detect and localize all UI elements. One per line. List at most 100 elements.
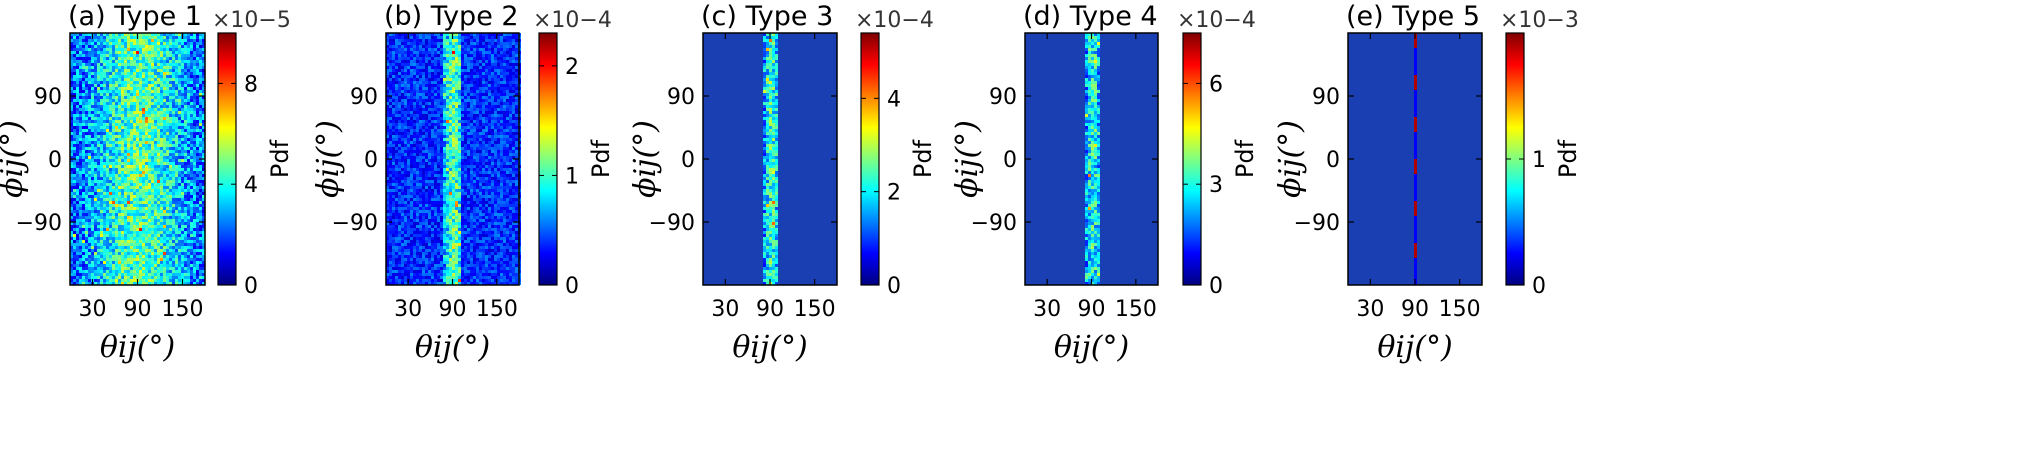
- heatmap-cell: [443, 51, 446, 54]
- heatmap-cell: [515, 33, 518, 36]
- heatmap-cell: [187, 78, 190, 81]
- heatmap-cell: [103, 51, 106, 54]
- heatmap-cell: [127, 270, 130, 273]
- heatmap-cell: [398, 99, 401, 102]
- heatmap-cell: [476, 90, 479, 93]
- heatmap-cell: [148, 201, 151, 204]
- heatmap-cell: [440, 45, 443, 48]
- heatmap-cell: [488, 75, 491, 78]
- heatmap-cell: [91, 126, 94, 129]
- heatmap-cell: [148, 246, 151, 249]
- heatmap-cell: [202, 39, 205, 42]
- heatmap-cell: [440, 42, 443, 45]
- heatmap-cell: [193, 204, 196, 207]
- heatmap-cell: [160, 258, 163, 261]
- heatmap-cell: [458, 90, 461, 93]
- heatmap-cell: [410, 48, 413, 51]
- heatmap-cell: [187, 48, 190, 51]
- heatmap-cell: [136, 246, 139, 249]
- heatmap-cell: [100, 81, 103, 84]
- heatmap-cell: [118, 135, 121, 138]
- heatmap-cell: [103, 264, 106, 267]
- heatmap-cell: [488, 42, 491, 45]
- heatmap-cell: [76, 147, 79, 150]
- heatmap-cell: [121, 264, 124, 267]
- heatmap-cell: [112, 165, 115, 168]
- heatmap-cell: [82, 63, 85, 66]
- heatmap-cell: [169, 237, 172, 240]
- heatmap-cell: [154, 45, 157, 48]
- heatmap-cell: [193, 42, 196, 45]
- heatmap-cell: [133, 273, 136, 276]
- heatmap-cell: [437, 87, 440, 90]
- heatmap-cell: [133, 189, 136, 192]
- heatmap-cell: [181, 195, 184, 198]
- heatmap-cell: [85, 198, 88, 201]
- heatmap-cell: [160, 132, 163, 135]
- heatmap-cell: [118, 270, 121, 273]
- heatmap-cell: [85, 213, 88, 216]
- heatmap-cell: [76, 249, 79, 252]
- heatmap-cell: [187, 213, 190, 216]
- heatmap-cell: [73, 63, 76, 66]
- heatmap-cell: [88, 117, 91, 120]
- heatmap-cell: [187, 81, 190, 84]
- heatmap-cell: [91, 225, 94, 228]
- heatmap-cell: [184, 111, 187, 114]
- heatmap-cell: [121, 225, 124, 228]
- heatmap-cell: [136, 213, 139, 216]
- heatmap-cell: [139, 264, 142, 267]
- heatmap-cell: [82, 186, 85, 189]
- heatmap-cell: [196, 156, 199, 159]
- heatmap-cell: [106, 216, 109, 219]
- heatmap-cell: [446, 84, 449, 87]
- heatmap-cell: [136, 78, 139, 81]
- heatmap-cell: [410, 81, 413, 84]
- heatmap-cell: [145, 87, 148, 90]
- heatmap-cell: [172, 231, 175, 234]
- heatmap-cell: [73, 225, 76, 228]
- heatmap-cell: [154, 138, 157, 141]
- heatmap-cell: [136, 72, 139, 75]
- heatmap-cell: [112, 123, 115, 126]
- heatmap-cell: [515, 72, 518, 75]
- heatmap-cell: [401, 45, 404, 48]
- heatmap-cell: [428, 36, 431, 39]
- heatmap-cell: [118, 84, 121, 87]
- heatmap-cell: [389, 96, 392, 99]
- heatmap-cell: [142, 63, 145, 66]
- heatmap-cell: [142, 219, 145, 222]
- heatmap-cell: [148, 57, 151, 60]
- heatmap-cell: [187, 99, 190, 102]
- heatmap-cell: [100, 36, 103, 39]
- heatmap-cell: [172, 117, 175, 120]
- heatmap-cell: [392, 36, 395, 39]
- heatmap-cell: [187, 75, 190, 78]
- heatmap-cell: [124, 60, 127, 63]
- heatmap-cell: [515, 81, 518, 84]
- heatmap-cell: [79, 252, 82, 255]
- heatmap-cell: [157, 81, 160, 84]
- heatmap-cell: [100, 117, 103, 120]
- heatmap-cell: [121, 282, 124, 285]
- heatmap-cell: [127, 252, 130, 255]
- heatmap-cell: [160, 156, 163, 159]
- heatmap-cell: [178, 66, 181, 69]
- heatmap-cell: [199, 183, 202, 186]
- heatmap-cell: [115, 129, 118, 132]
- heatmap-cell: [88, 75, 91, 78]
- heatmap-cell: [166, 54, 169, 57]
- heatmap-cell: [151, 246, 154, 249]
- heatmap-cell: [76, 174, 79, 177]
- heatmap-cell: [118, 222, 121, 225]
- heatmap-cell: [398, 36, 401, 39]
- heatmap-cell: [139, 111, 142, 114]
- heatmap-cell: [464, 57, 467, 60]
- heatmap-cell: [193, 51, 196, 54]
- heatmap-cell: [109, 111, 112, 114]
- heatmap-cell: [440, 69, 443, 72]
- heatmap-cell: [395, 42, 398, 45]
- heatmap-cell: [166, 108, 169, 111]
- heatmap-cell: [163, 96, 166, 99]
- heatmap-cell: [139, 195, 142, 198]
